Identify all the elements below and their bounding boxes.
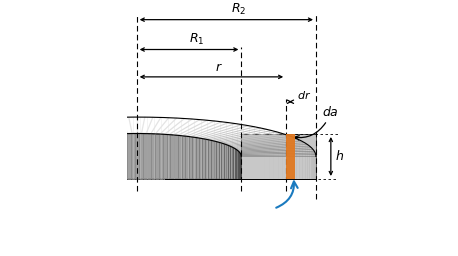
Text: $R_2$: $R_2$ [231, 2, 246, 17]
Polygon shape [0, 134, 33, 179]
Text: $R_1$: $R_1$ [189, 32, 204, 47]
FancyArrowPatch shape [276, 182, 298, 208]
Text: $da$: $da$ [322, 105, 339, 119]
Text: $dr$: $dr$ [297, 89, 311, 101]
Polygon shape [241, 134, 316, 179]
Polygon shape [286, 134, 295, 179]
FancyArrowPatch shape [1, 176, 34, 199]
Text: $r$: $r$ [215, 61, 223, 74]
Polygon shape [33, 133, 241, 179]
Text: $h$: $h$ [335, 150, 344, 164]
